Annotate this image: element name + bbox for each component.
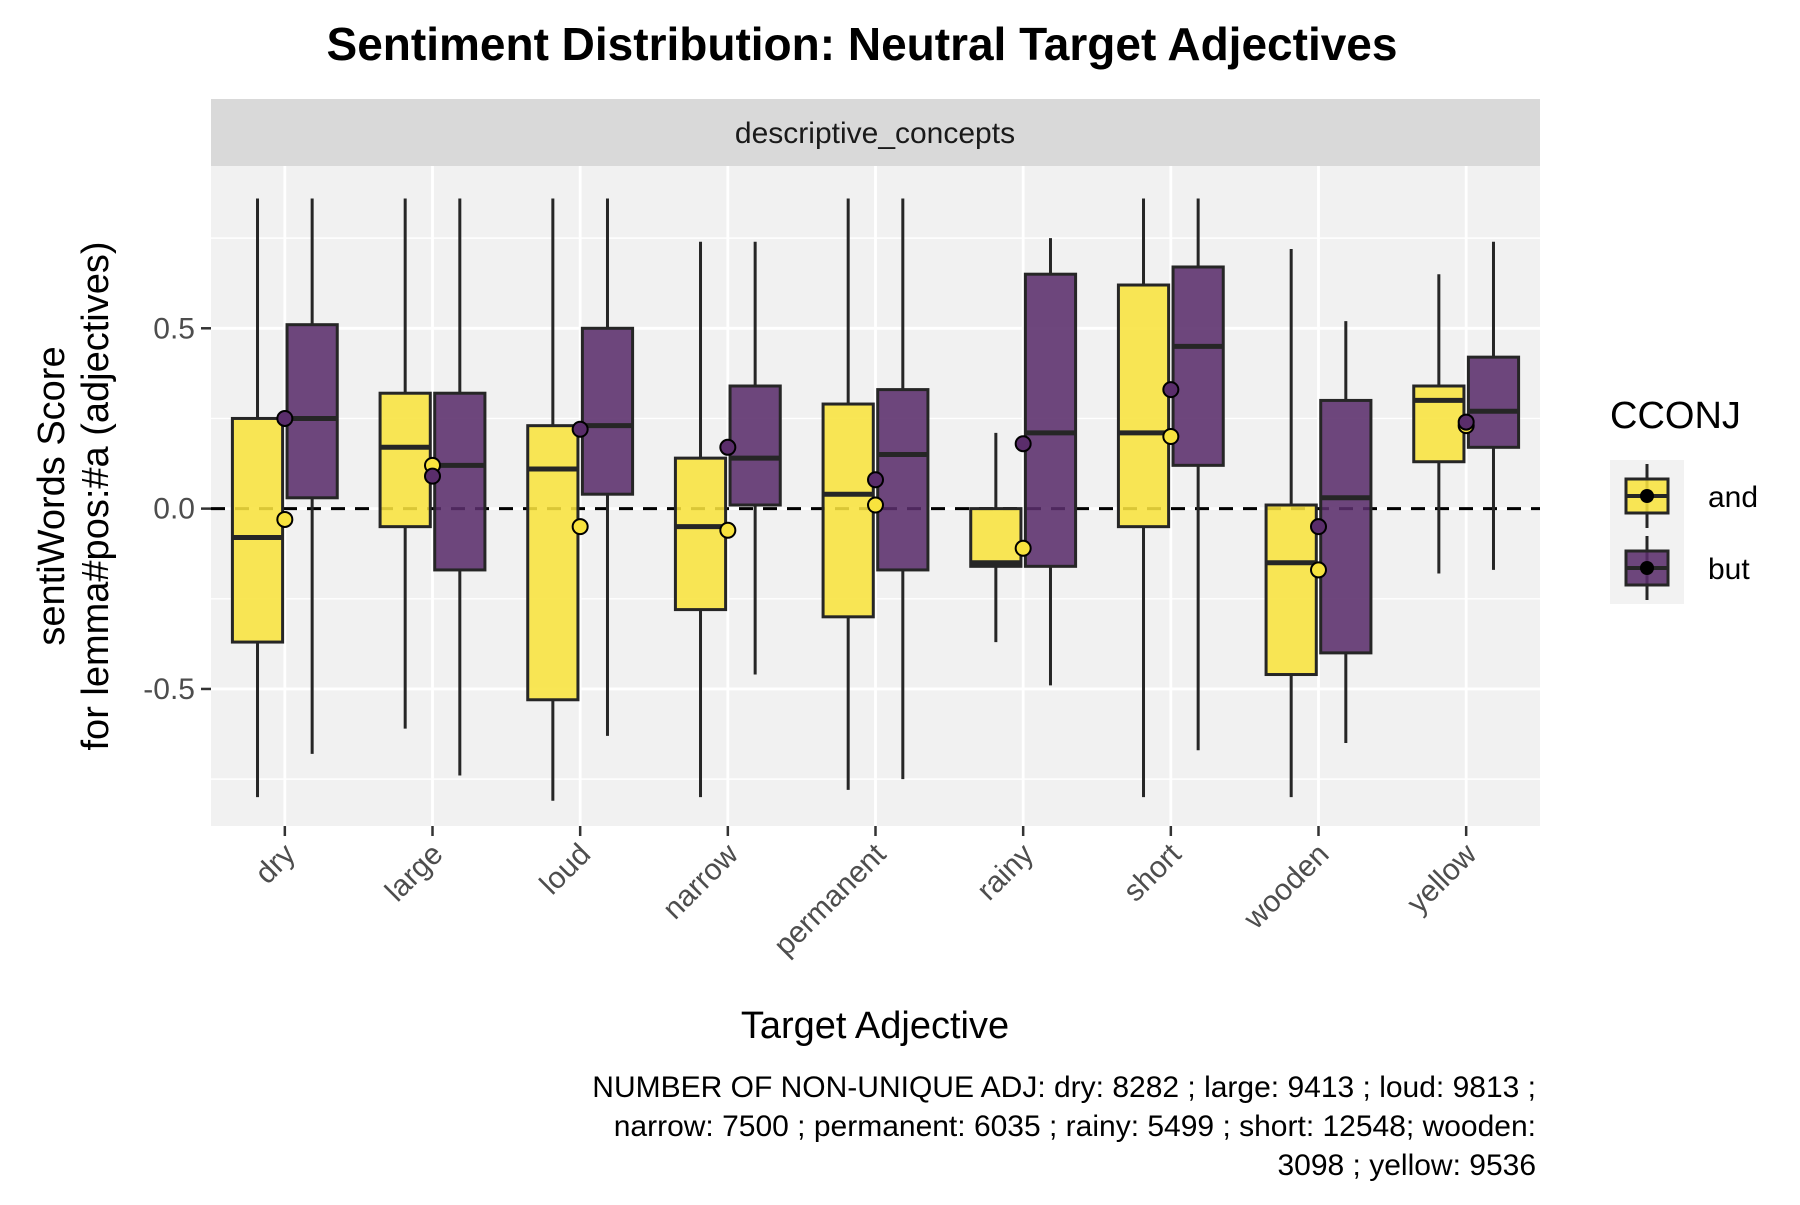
mean-point-short-but	[1162, 381, 1180, 399]
box-iqr	[821, 402, 875, 619]
y-axis-label-line2: for lemma#pos:#a (adjectives)	[75, 242, 117, 751]
mean-point-rainy-but	[1014, 435, 1032, 453]
chart-title: Sentiment Distribution: Neutral Target A…	[327, 18, 1398, 70]
box-rainy-but	[1023, 238, 1078, 686]
box-iqr	[1264, 503, 1318, 677]
box-iqr	[969, 507, 1023, 568]
box-iqr	[580, 326, 635, 496]
boxes-layer	[230, 198, 1521, 801]
x-axis-label: Target Adjective	[741, 1005, 1009, 1047]
box-iqr	[1171, 265, 1225, 467]
y-tick-label: -0.5	[143, 673, 195, 706]
y-axis-label-line1: sentiWords Score	[31, 346, 73, 645]
mean-point-permanent-and	[867, 496, 884, 514]
y-tick-label: 0.0	[153, 493, 195, 526]
mean-point-wooden-but	[1310, 518, 1327, 536]
x-tick-label: rainy	[971, 838, 1040, 907]
box-rainy-and	[969, 432, 1023, 643]
caption: NUMBER OF NON-UNIQUE ADJ: dry: 8282 ; la…	[336, 1068, 1536, 1185]
box-iqr	[230, 416, 285, 644]
x-tick-label: permanent	[768, 837, 893, 962]
box-iqr	[1023, 272, 1078, 568]
legend-key-point	[1640, 489, 1654, 503]
x-tick-label: narrow	[657, 837, 745, 925]
legend-key-point	[1640, 561, 1654, 575]
legend-title: CCONJ	[1610, 395, 1741, 437]
box-narrow-and	[673, 241, 728, 798]
box-short-but	[1171, 198, 1225, 751]
box-permanent-but	[876, 198, 930, 780]
x-tick-label: loud	[534, 838, 597, 901]
box-iqr	[1319, 398, 1373, 655]
legend-key-and	[1624, 464, 1670, 528]
box-iqr	[876, 388, 930, 572]
y-axis: -0.5 0.0 0.5	[143, 312, 211, 706]
x-tick-label: wooden	[1237, 838, 1335, 936]
legend-key-but	[1624, 536, 1670, 600]
x-axis: dry large loud narrow permanent rainy short woo…	[249, 826, 1483, 962]
box-wooden-and	[1264, 248, 1318, 798]
box-iqr	[1412, 384, 1466, 464]
box-iqr	[673, 456, 728, 612]
box-iqr	[433, 391, 487, 572]
box-iqr	[728, 384, 782, 507]
legend-label-but: but	[1708, 553, 1750, 586]
box-yellow-but	[1466, 241, 1521, 570]
mean-point-loud-but	[571, 420, 589, 438]
mean-point-short-and	[1162, 427, 1180, 445]
mean-point-permanent-but	[867, 471, 884, 489]
mean-point-loud-and	[571, 518, 589, 536]
box-large-but	[433, 198, 487, 776]
mean-point-rainy-and	[1014, 539, 1032, 557]
mean-point-narrow-but	[719, 438, 737, 456]
legend: CCONJ and but	[1610, 395, 1758, 604]
box-large-and	[378, 198, 432, 729]
caption-line-1: NUMBER OF NON-UNIQUE ADJ: dry: 8282 ; la…	[592, 1071, 1536, 1104]
box-short-and	[1116, 198, 1171, 798]
mean-point-dry-but	[276, 409, 294, 427]
box-iqr	[1116, 283, 1171, 529]
box-narrow-but	[728, 241, 782, 675]
mean-point-narrow-and	[719, 521, 737, 539]
box-iqr	[285, 323, 339, 500]
x-tick-label: dry	[249, 838, 302, 891]
caption-line-3: 3098 ; yellow: 9536	[1277, 1149, 1536, 1182]
y-tick-label: 0.5	[153, 312, 195, 345]
facet-strip	[211, 99, 1540, 166]
mean-point-large-but	[424, 467, 441, 485]
mean-point-dry-and	[276, 510, 294, 528]
legend-label-and: and	[1708, 481, 1758, 514]
box-dry-and	[230, 198, 285, 798]
mean-point-wooden-and	[1310, 561, 1327, 579]
box-loud-and	[526, 198, 580, 801]
x-tick-label: large	[379, 838, 450, 909]
panel-tint	[211, 166, 1540, 826]
facet-label: descriptive_concepts	[735, 117, 1015, 150]
box-iqr	[378, 391, 432, 529]
box-iqr	[1466, 355, 1521, 449]
x-tick-label: yellow	[1401, 837, 1484, 920]
box-dry-but	[285, 198, 339, 754]
x-tick-label: short	[1117, 837, 1188, 908]
box-loud-but	[580, 198, 635, 736]
caption-line-2: narrow: 7500 ; permanent: 6035 ; rainy: …	[613, 1110, 1536, 1143]
mean-point-yellow-but	[1457, 413, 1475, 431]
